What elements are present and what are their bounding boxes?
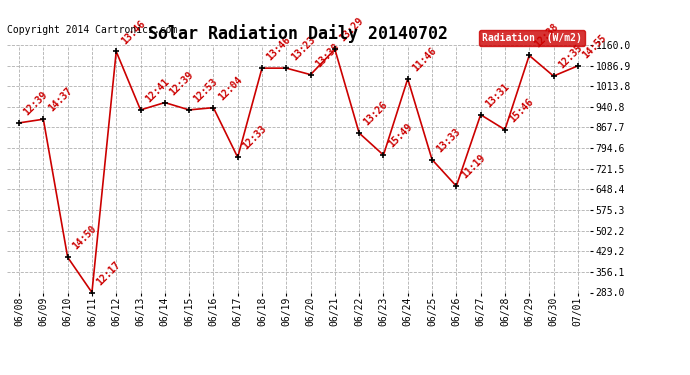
Text: 15:49: 15:49 — [386, 122, 414, 150]
Text: 13:38: 13:38 — [313, 41, 341, 69]
Text: 12:35: 12:35 — [556, 43, 584, 70]
Text: 13:46: 13:46 — [265, 35, 293, 63]
Text: 13:23: 13:23 — [289, 35, 317, 63]
Text: 14:55: 14:55 — [580, 33, 609, 60]
Text: 13:31: 13:31 — [484, 81, 511, 109]
Text: 12:04: 12:04 — [216, 74, 244, 102]
Text: 13:33: 13:33 — [435, 126, 463, 154]
Text: 13:26: 13:26 — [362, 100, 390, 128]
Text: 12:39: 12:39 — [168, 69, 195, 97]
Legend: Radiation  (W/m2): Radiation (W/m2) — [480, 30, 585, 46]
Text: 12:33: 12:33 — [241, 124, 268, 152]
Text: 12:38: 12:38 — [532, 22, 560, 50]
Text: 13:46: 13:46 — [119, 18, 147, 46]
Text: 12:53: 12:53 — [192, 76, 219, 104]
Text: Copyright 2014 Cartronics.com: Copyright 2014 Cartronics.com — [7, 25, 177, 35]
Text: 14:37: 14:37 — [46, 86, 74, 114]
Text: 11:19: 11:19 — [459, 153, 487, 180]
Title: Solar Radiation Daily 20140702: Solar Radiation Daily 20140702 — [148, 24, 448, 44]
Text: 12:41: 12:41 — [144, 76, 171, 104]
Text: 14:50: 14:50 — [70, 224, 98, 252]
Text: 12:17: 12:17 — [95, 259, 123, 287]
Text: 12:39: 12:39 — [22, 90, 50, 117]
Text: 11:46: 11:46 — [411, 45, 438, 73]
Text: 13:29: 13:29 — [337, 16, 366, 44]
Text: 15:46: 15:46 — [508, 96, 535, 124]
